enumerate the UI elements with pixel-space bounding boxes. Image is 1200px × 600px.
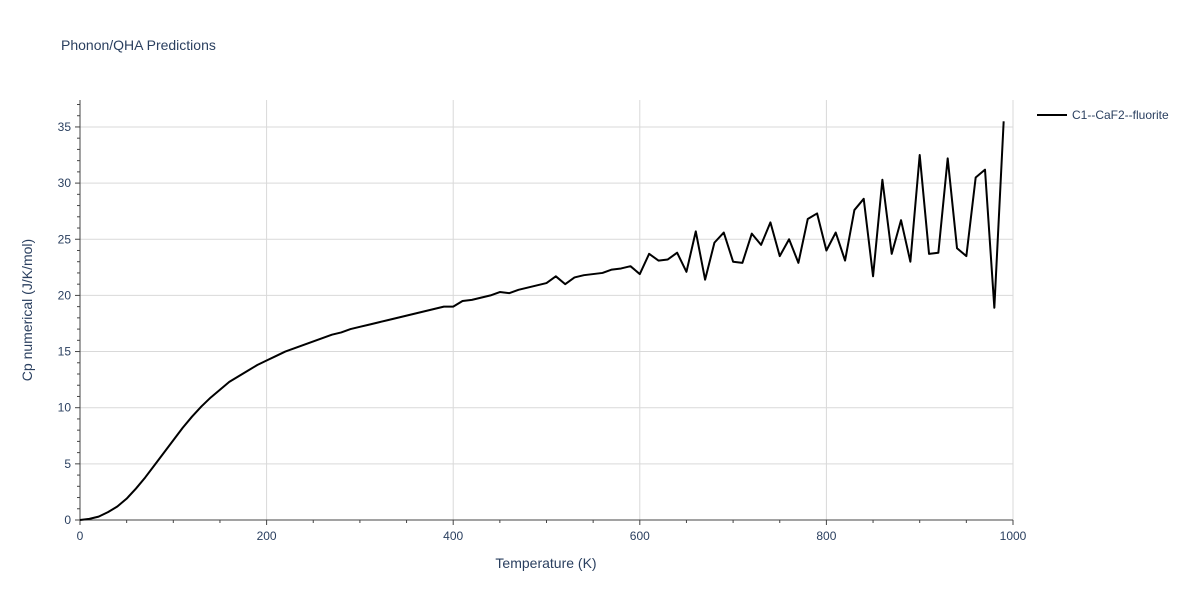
y-tick-label: 10 [58, 401, 72, 415]
legend[interactable]: C1--CaF2--fluorite [1037, 108, 1169, 122]
x-ticks: 0 200 400 600 800 1000 [77, 520, 1027, 543]
series-layer [79, 121, 1005, 521]
x-tick-label: 1000 [1000, 529, 1027, 543]
x-tick-label: 800 [816, 529, 836, 543]
y-tick-label: 20 [58, 288, 72, 302]
chart-title: Phonon/QHA Predictions [61, 37, 216, 53]
y-tick-label: 0 [64, 513, 71, 527]
axes [79, 100, 1013, 521]
series-line[interactable] [79, 121, 1005, 521]
y-tick-label: 25 [58, 232, 72, 246]
x-axis-title: Temperature (K) [495, 555, 596, 571]
grid [80, 100, 1014, 520]
y-tick-label: 35 [58, 120, 72, 134]
x-tick-label: 200 [257, 529, 277, 543]
x-tick-label: 600 [630, 529, 650, 543]
x-tick-label: 0 [77, 529, 84, 543]
legend-label: C1--CaF2--fluorite [1072, 108, 1169, 122]
y-tick-label: 15 [58, 345, 72, 359]
y-ticks: 0 5 10 15 20 25 30 35 [58, 103, 80, 527]
x-tick-label: 400 [443, 529, 463, 543]
y-axis-title: Cp numerical (J/K/mol) [19, 239, 35, 381]
y-tick-label: 5 [64, 457, 71, 471]
y-tick-label: 30 [58, 176, 72, 190]
